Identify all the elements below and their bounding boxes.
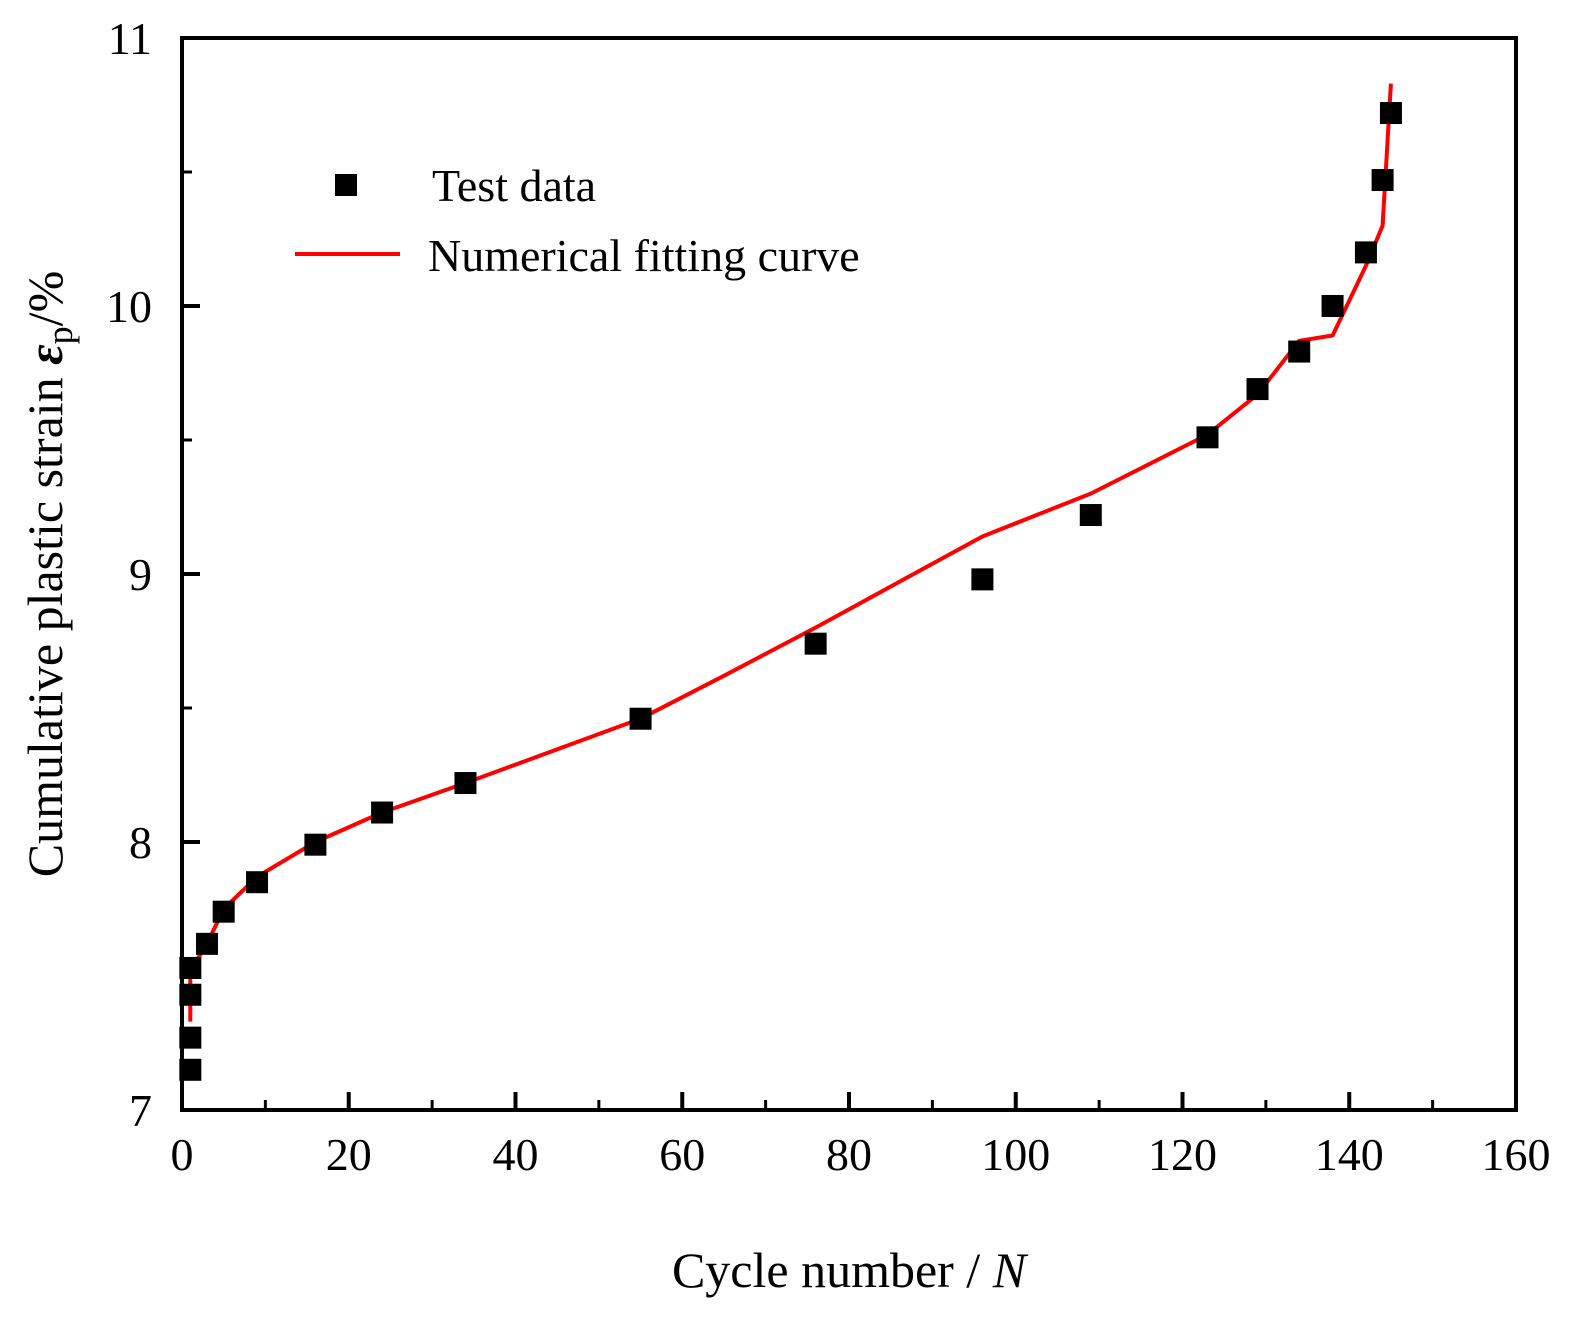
y-axis-title-symbol: ε <box>17 344 73 365</box>
legend-label-test-data: Test data <box>432 160 596 211</box>
test-data-point <box>1288 340 1311 363</box>
test-data-point <box>179 956 202 979</box>
x-axis-title: Cycle number / N <box>672 1242 1029 1298</box>
test-data-point <box>1079 504 1102 527</box>
x-tick-label: 160 <box>1482 1129 1551 1180</box>
y-tick-label: 10 <box>106 281 152 332</box>
x-tick-label: 140 <box>1315 1129 1384 1180</box>
y-tick-label: 8 <box>129 817 152 868</box>
test-data-point <box>212 900 235 923</box>
y-axis-title: Cumulative plastic strain εp/% <box>17 271 80 877</box>
test-data-point <box>1354 241 1377 264</box>
x-tick-label: 80 <box>826 1129 872 1180</box>
x-tick-label: 20 <box>326 1129 372 1180</box>
y-tick-label: 9 <box>129 549 152 600</box>
y-axis-title-unit: /% <box>17 271 73 327</box>
test-data-point <box>1371 169 1394 192</box>
x-axis-title-text: Cycle number / <box>672 1242 993 1298</box>
y-tick-label: 7 <box>129 1085 152 1136</box>
test-data-point <box>196 932 219 955</box>
test-data-point <box>246 871 269 894</box>
x-tick-label: 0 <box>171 1129 194 1180</box>
y-axis-title-text: Cumulative plastic strain <box>17 365 73 877</box>
x-tick-label: 40 <box>493 1129 539 1180</box>
y-tick-label: 11 <box>108 13 152 64</box>
legend: Test data Numerical fitting curve <box>295 160 860 281</box>
series-layer <box>179 83 1402 1081</box>
test-data-point <box>1246 378 1269 401</box>
test-data-point <box>179 1058 202 1081</box>
ticks-layer <box>180 36 1518 1112</box>
test-data-point <box>804 632 827 655</box>
legend-marker-test-data <box>335 174 357 196</box>
test-data-point <box>1379 102 1402 125</box>
test-data-point <box>304 833 327 856</box>
test-data-point <box>179 1026 202 1049</box>
test-data-point <box>1321 295 1344 317</box>
x-tick-label: 60 <box>659 1129 705 1180</box>
test-data-point <box>629 707 652 730</box>
test-data-point <box>454 772 477 795</box>
x-tick-label: 100 <box>981 1129 1050 1180</box>
test-data-point <box>971 568 994 591</box>
test-data-point <box>371 801 394 824</box>
fitting-curve-line <box>188 83 1393 1022</box>
y-axis-title-subscript: p <box>40 326 80 344</box>
x-axis-title-variable: N <box>992 1242 1029 1298</box>
plot-frame <box>180 36 1518 1112</box>
legend-label-fitting-curve: Numerical fitting curve <box>428 230 860 281</box>
test-data-point <box>179 983 202 1006</box>
x-tick-label: 120 <box>1148 1129 1217 1180</box>
labels-layer: 0 20 40 60 80 100 120 140 160 7 8 9 10 11 <box>106 13 1551 1180</box>
test-data-point <box>1196 426 1219 449</box>
